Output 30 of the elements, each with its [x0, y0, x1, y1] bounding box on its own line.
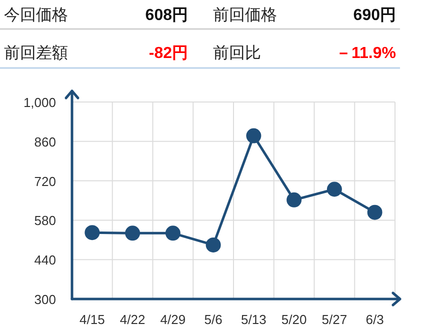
point: [125, 226, 140, 241]
point: [206, 237, 221, 252]
point: [165, 226, 180, 241]
y-tick-label: 440: [34, 252, 56, 268]
point: [367, 204, 382, 220]
x-tick-label: 4/29: [160, 312, 186, 327]
text: 前回差額: [4, 44, 68, 62]
y-tick-label: 300: [34, 292, 56, 307]
point: [84, 225, 100, 240]
text: 前回比: [213, 44, 261, 62]
text: -82円: [148, 45, 188, 62]
x-tick-label: 4/22: [120, 312, 146, 327]
text: 690円: [353, 7, 396, 24]
point: [326, 182, 342, 197]
y-tick-label: 720: [34, 174, 56, 189]
x-tick-label: 6/3: [366, 312, 384, 327]
text: 前回価格: [213, 6, 277, 24]
x-tick-label: 5/20: [281, 312, 307, 327]
x-tick-label: 4/15: [80, 312, 105, 327]
y-tick-label: 860: [34, 134, 56, 150]
text: 608円: [145, 7, 188, 24]
point: [286, 192, 302, 208]
x-tick-label: 5/6: [204, 312, 222, 327]
text: －11.9%: [336, 45, 396, 62]
text: 今回価格: [4, 7, 68, 24]
x-tick-label: 5/27: [322, 312, 348, 327]
y-tick-label: 1,000: [23, 95, 56, 110]
point: [246, 128, 262, 144]
y-tick-label: 580: [34, 213, 56, 228]
x-tick-label: 5/13: [241, 312, 266, 327]
